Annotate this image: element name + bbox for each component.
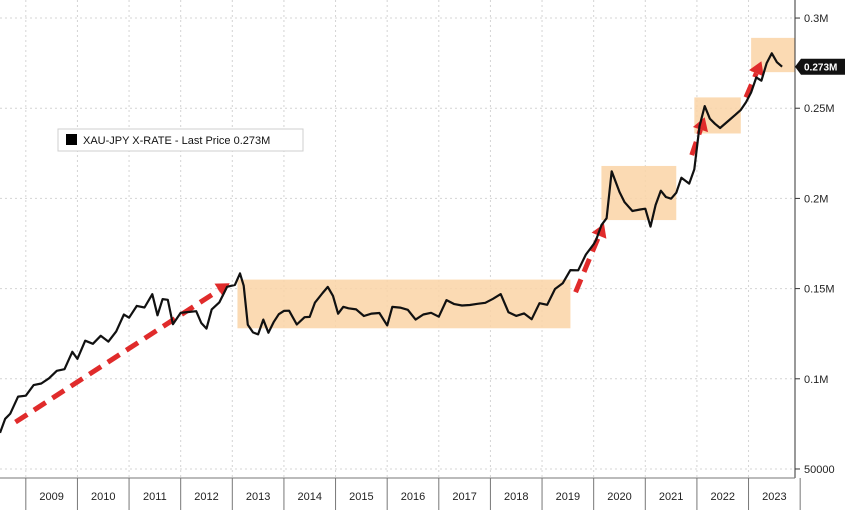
x-tick-label: 2015	[349, 491, 373, 503]
x-tick-label: 2009	[39, 491, 63, 503]
y-tick-label: 0.3M	[804, 13, 828, 25]
trend-arrow-shaft	[14, 288, 221, 425]
legend: XAU-JPY X-RATE - Last Price 0.273M	[57, 128, 304, 152]
trend-arrow-head	[749, 61, 764, 77]
x-tick-label: 2010	[91, 491, 115, 503]
y-tick-label: 0.15M	[804, 284, 835, 296]
y-axis: 0.3M 0.25M 0.2M 0.15M 0.1M 50000	[794, 0, 835, 478]
trend-arrow-head	[214, 283, 230, 297]
y-tick-label: 0.2M	[804, 193, 828, 205]
legend-label: XAU-JPY X-RATE - Last Price 0.273M	[83, 135, 270, 147]
x-tick-label: 2019	[556, 491, 580, 503]
price-series	[0, 52, 783, 434]
x-tick-label: 2021	[659, 491, 683, 503]
x-tick-label: 2014	[297, 491, 321, 503]
trend-arrow-shaft	[743, 72, 759, 99]
trend-arrows	[14, 61, 764, 425]
last-price-tag: 0.273M	[795, 58, 845, 75]
x-tick-label: 2023	[762, 491, 786, 503]
x-axis: 2009 2010 2011 2012 2013 2014 2015 2016 2017 2018…	[0, 477, 801, 510]
x-tick-label: 2017	[452, 491, 476, 503]
x-tick-label: 2022	[710, 491, 734, 503]
last-price-tag-shape	[795, 58, 845, 75]
x-tick-label: 2011	[143, 491, 167, 503]
trend-arrow-shaft	[573, 234, 602, 294]
shaded-ranges	[237, 37, 795, 329]
x-tick-label: 2016	[401, 491, 425, 503]
y-tick-label: 0.25M	[804, 103, 835, 115]
shaded-range	[237, 279, 571, 329]
x-tick-label: 2020	[607, 491, 631, 503]
legend-box	[57, 128, 304, 152]
series-line	[0, 52, 783, 434]
x-tick-label: 2018	[504, 491, 528, 503]
last-price-label: 0.273M	[804, 63, 837, 74]
legend-swatch	[66, 134, 77, 145]
y-tick-label: 0.1M	[804, 374, 828, 386]
grid-lines	[0, 0, 795, 478]
y-tick-label: 50000	[804, 464, 835, 476]
x-tick-label: 2012	[194, 491, 218, 503]
x-tick-label: 2013	[246, 491, 270, 503]
